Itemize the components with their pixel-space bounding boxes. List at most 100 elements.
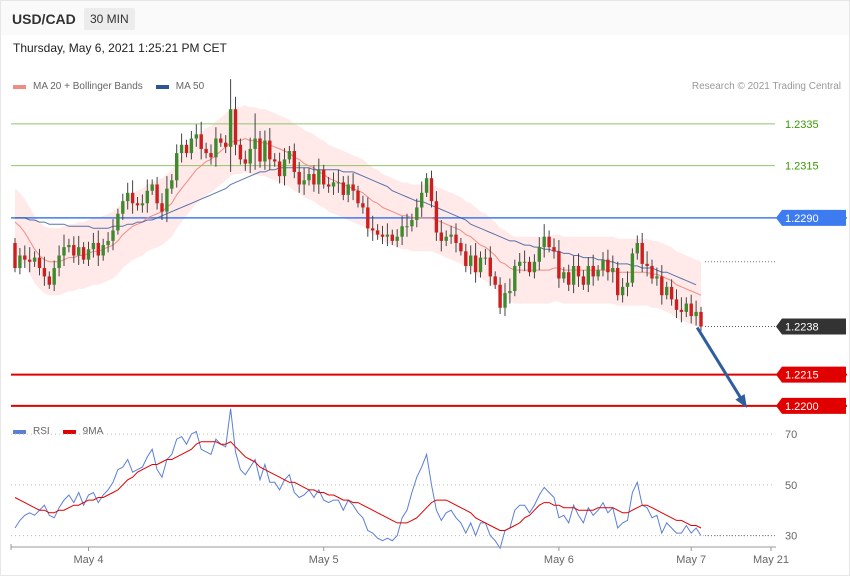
legend-ma20-swatch <box>13 84 26 89</box>
candle-body <box>591 265 595 277</box>
candle-body <box>199 134 203 149</box>
candle-body <box>630 253 635 283</box>
candle-body <box>395 236 399 241</box>
candle-body <box>150 184 154 191</box>
candle-body <box>454 234 458 243</box>
candle-body <box>469 255 473 266</box>
candle-body <box>371 228 375 231</box>
candle-body <box>302 180 306 185</box>
x-tick-label: May 7 <box>676 554 706 566</box>
candle-body <box>493 276 497 285</box>
candle-body <box>346 184 350 195</box>
level-label-1.2215: 1.2215 <box>785 370 819 382</box>
x-tick-label: May 4 <box>74 554 104 566</box>
candle-body <box>625 282 630 287</box>
candle-body <box>669 286 674 300</box>
candle-body <box>513 265 517 292</box>
candle-body <box>375 230 380 235</box>
candle-body <box>170 180 174 189</box>
legend-9ma-swatch <box>62 429 76 434</box>
rsi-9ma-line <box>14 441 702 531</box>
candle-body <box>140 203 145 206</box>
candle-body <box>459 242 463 252</box>
candle-body <box>586 265 590 285</box>
projection-arrow-line <box>695 326 746 404</box>
candle-body <box>91 242 96 250</box>
candle-body <box>341 182 345 195</box>
candle-body <box>184 144 189 154</box>
level-label-1.2238: 1.2238 <box>785 322 819 334</box>
interval-badge[interactable]: 30 MIN <box>84 8 135 30</box>
candle-body <box>689 303 693 317</box>
level-tag-1.2238 <box>776 318 846 335</box>
candle-body <box>424 178 429 193</box>
rsi-tick-label-50: 50 <box>785 480 797 492</box>
candle-body <box>385 234 390 237</box>
candle-body <box>331 182 336 187</box>
legend-rsi-label: RSI <box>33 426 50 437</box>
candle-body <box>96 242 100 256</box>
candle-body <box>81 247 86 260</box>
candle-body <box>488 257 492 277</box>
candle-body <box>567 272 571 285</box>
candle-body <box>277 161 282 177</box>
candle-body <box>645 263 649 266</box>
candle-body <box>42 268 47 277</box>
candle-body <box>135 203 140 206</box>
ma50-line <box>15 167 697 286</box>
candle-body <box>655 276 659 279</box>
candle-body <box>179 144 184 154</box>
main-legend: MA 20 + Bollinger Bands MA 50 <box>13 81 217 92</box>
rsi-line <box>14 408 702 550</box>
candle-body <box>268 140 272 160</box>
candle-body <box>67 245 71 248</box>
candle-body <box>449 234 453 237</box>
candle-body <box>253 138 257 149</box>
x-tick-label: May 6 <box>544 554 574 566</box>
candle-body <box>532 261 537 273</box>
candle-body <box>317 169 321 185</box>
candle-body <box>111 230 115 241</box>
candle-body <box>611 268 615 273</box>
level-label-1.2315: 1.2315 <box>785 161 819 173</box>
x-tick-label: May 5 <box>309 554 339 566</box>
candle-body <box>522 261 527 263</box>
candle-body <box>204 148 208 154</box>
candle-body <box>439 232 443 241</box>
candle-body <box>326 184 331 187</box>
candle-body <box>518 261 522 266</box>
candle-body <box>596 270 600 277</box>
candle-body <box>160 203 164 212</box>
candle-body <box>194 134 198 139</box>
candle-body <box>233 109 238 145</box>
candle-body <box>37 257 42 269</box>
candle-body <box>47 276 51 285</box>
candle-body <box>258 138 262 162</box>
candle-body <box>214 138 218 158</box>
candle-body <box>503 293 507 308</box>
candle-body <box>694 311 698 317</box>
candle-body <box>62 247 66 256</box>
candle-body <box>356 190 360 204</box>
candle-body <box>224 142 228 147</box>
candle-body <box>155 184 159 204</box>
candle-body <box>121 201 125 214</box>
candle-body <box>380 234 385 237</box>
candle-body <box>601 259 605 271</box>
projection-arrow-head <box>735 393 747 409</box>
rsi-tick-label-30: 30 <box>785 531 797 543</box>
candle-body <box>400 226 404 237</box>
level-label-1.2200: 1.2200 <box>785 401 819 413</box>
candle-body <box>336 182 341 184</box>
candle-body <box>72 245 76 256</box>
candle-body <box>287 151 292 160</box>
level-tag-1.2215 <box>776 366 846 383</box>
candle-body <box>322 169 326 185</box>
candle-body <box>650 265 654 279</box>
candle-body <box>547 236 551 248</box>
symbol-title: USD/CAD <box>12 11 76 27</box>
candle-body <box>263 140 267 162</box>
candle-body <box>106 240 110 246</box>
candle-body <box>576 265 581 277</box>
candle-body <box>552 247 556 252</box>
